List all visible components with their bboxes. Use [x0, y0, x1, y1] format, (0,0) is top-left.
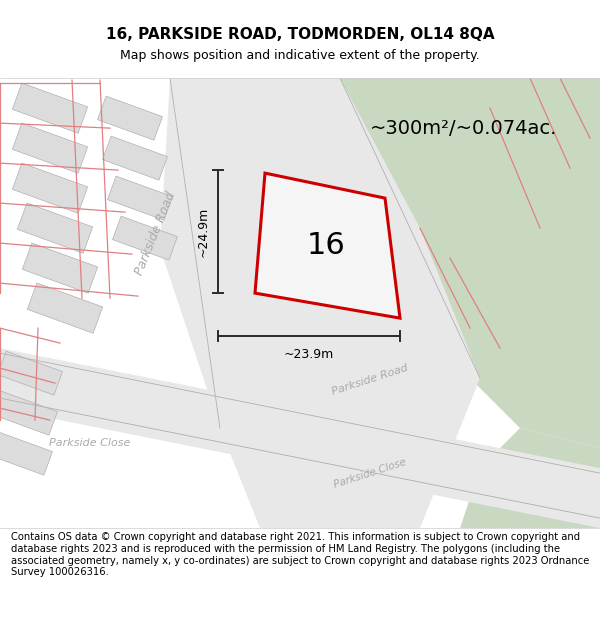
Polygon shape [113, 216, 178, 260]
Polygon shape [255, 173, 400, 318]
Text: Parkside Road: Parkside Road [331, 363, 409, 397]
Text: Parkside Close: Parkside Close [49, 438, 131, 448]
Text: ~300m²/~0.074ac.: ~300m²/~0.074ac. [370, 119, 557, 138]
Polygon shape [0, 348, 600, 528]
Polygon shape [310, 78, 600, 448]
Polygon shape [103, 136, 167, 180]
Text: 16, PARKSIDE ROAD, TODMORDEN, OL14 8QA: 16, PARKSIDE ROAD, TODMORDEN, OL14 8QA [106, 27, 494, 42]
Polygon shape [107, 176, 172, 220]
Text: Map shows position and indicative extent of the property.: Map shows position and indicative extent… [120, 49, 480, 61]
Polygon shape [17, 203, 92, 253]
Polygon shape [160, 78, 480, 528]
Polygon shape [28, 283, 103, 333]
Text: ~24.9m: ~24.9m [197, 206, 210, 257]
Polygon shape [0, 391, 58, 435]
Text: Contains OS data © Crown copyright and database right 2021. This information is : Contains OS data © Crown copyright and d… [11, 532, 589, 578]
Text: 16: 16 [307, 231, 346, 260]
Polygon shape [460, 428, 600, 528]
Polygon shape [0, 351, 62, 395]
Polygon shape [13, 163, 88, 213]
Polygon shape [98, 96, 163, 140]
Polygon shape [13, 83, 88, 133]
Text: Parkside Road: Parkside Road [133, 189, 178, 277]
Polygon shape [13, 123, 88, 173]
Polygon shape [0, 431, 52, 475]
Text: ~23.9m: ~23.9m [284, 348, 334, 361]
Polygon shape [22, 243, 98, 293]
Text: Parkside Close: Parkside Close [332, 457, 407, 489]
